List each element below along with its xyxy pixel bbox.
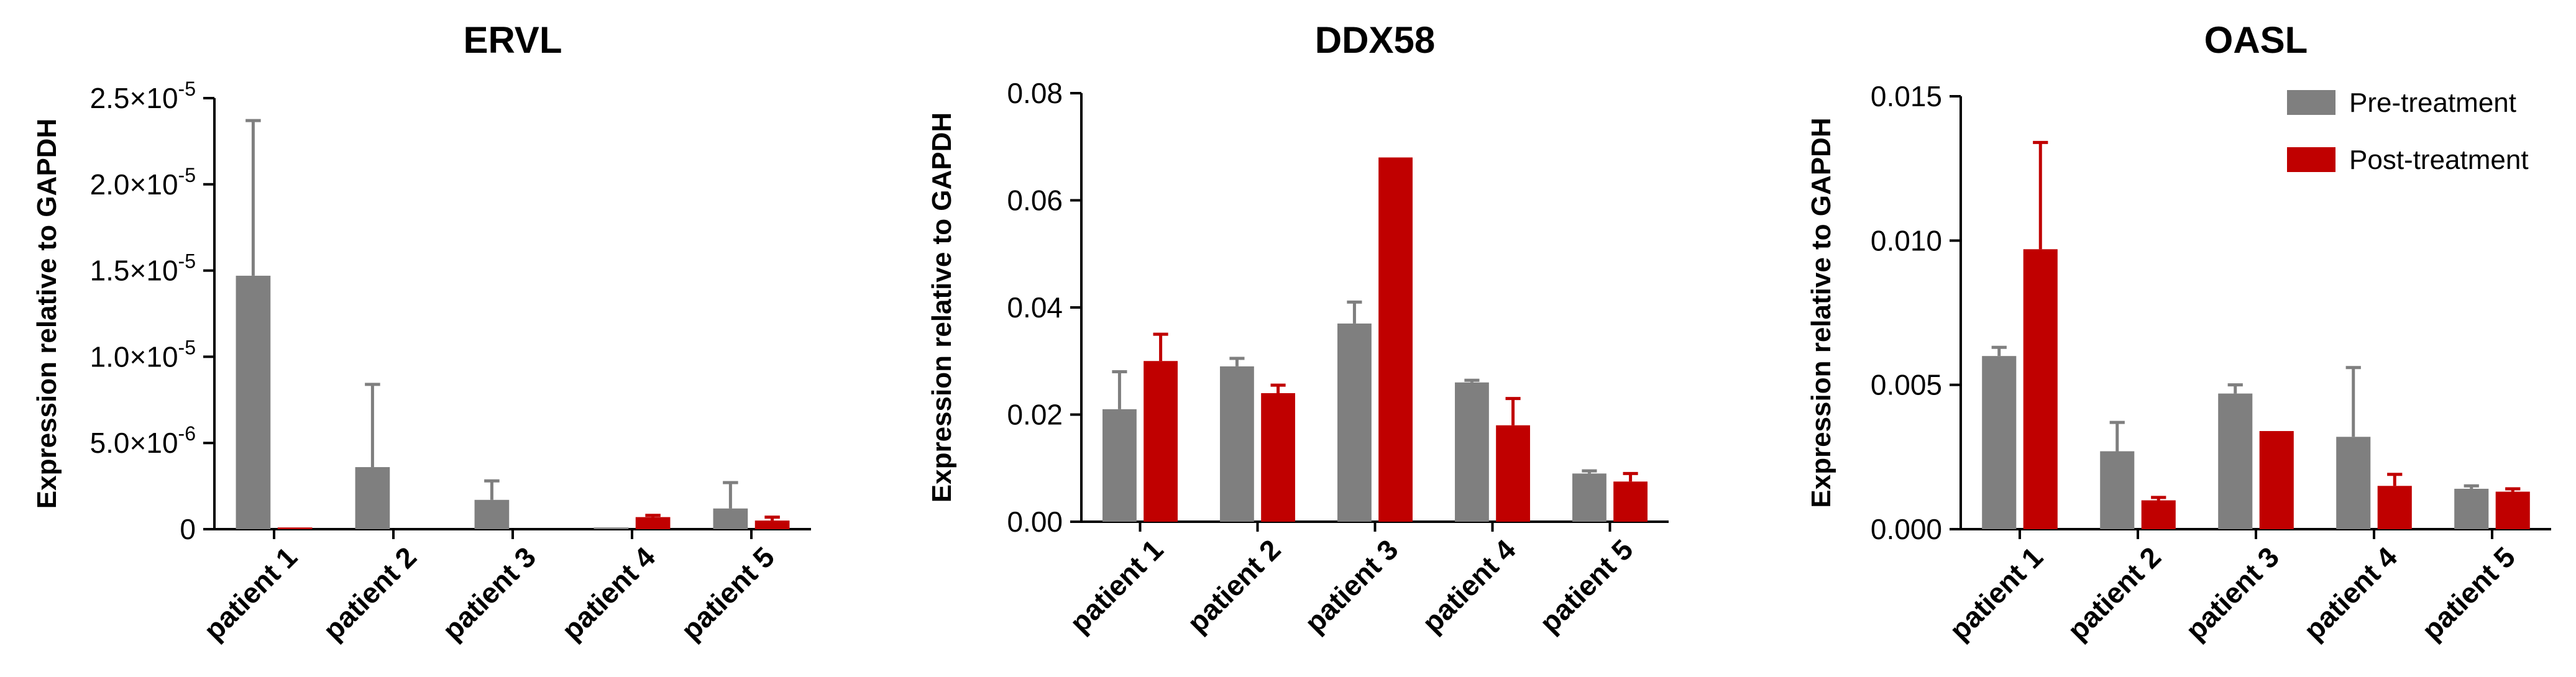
bar-post-patient-1 [1144, 361, 1178, 522]
bar-post-patient-5 [1613, 481, 1648, 522]
y-tick-label: 0 [180, 513, 196, 545]
legend-label-pre: Pre-treatment [2349, 88, 2516, 118]
x-category-label: patient 1 [1063, 533, 1170, 639]
bar-post-patient-4 [2377, 486, 2412, 529]
bar-pre-patient-2 [355, 467, 390, 529]
x-category-label: patient 1 [198, 540, 304, 647]
legend-swatch-post [2287, 147, 2335, 172]
x-category-label: patient 5 [675, 540, 781, 647]
y-axis-label: Expression relative to GAPDH [927, 112, 957, 502]
y-tick-label: 5.0×10-6 [90, 422, 196, 459]
bar-post-patient-5 [754, 520, 790, 529]
y-tick-label: 2.5×10-5 [90, 78, 196, 114]
y-tick-label: 0.00 [1007, 506, 1063, 538]
y-tick-label: 0.005 [1871, 369, 1942, 401]
chart-title: ERVL [464, 19, 562, 61]
x-category-label: patient 2 [317, 540, 423, 647]
bar-post-patient-3 [2259, 431, 2294, 529]
y-tick-label: 0.015 [1871, 80, 1942, 112]
y-tick-label: 0.02 [1007, 399, 1063, 431]
bar-post-patient-2 [2141, 500, 2176, 529]
x-category-label: patient 3 [2180, 540, 2286, 647]
bar-post-patient-1 [277, 527, 313, 529]
legend-label-post: Post-treatment [2349, 145, 2529, 175]
x-category-label: patient 5 [2416, 540, 2522, 647]
bar-pre-patient-4 [2336, 437, 2371, 529]
x-category-label: patient 5 [1533, 533, 1639, 639]
bar-pre-patient-1 [1982, 356, 2017, 529]
y-tick-label: 1.5×10-5 [90, 250, 196, 287]
chart-title: DDX58 [1315, 19, 1435, 61]
bar-post-patient-2 [1261, 393, 1295, 522]
y-tick-label: 2.0×10-5 [90, 164, 196, 201]
bar-pre-patient-1 [236, 275, 271, 529]
y-tick-label: 0.000 [1871, 513, 1942, 545]
x-category-label: patient 3 [1298, 533, 1405, 639]
x-category-label: patient 2 [1181, 533, 1287, 639]
bar-post-patient-1 [2023, 249, 2058, 529]
y-tick-label: 0.010 [1871, 224, 1942, 257]
bar-pre-patient-5 [713, 508, 748, 529]
y-axis-label: Expression relative to GAPDH [1806, 117, 1836, 507]
bar-post-patient-4 [635, 517, 671, 529]
chart-ddx58: DDX58 Expression relative to GAPDH 0.00 0.0… [927, 19, 1669, 639]
bar-post-patient-3 [1378, 157, 1413, 522]
x-category-label: patient 1 [1943, 540, 2050, 647]
x-category-label: patient 2 [2061, 540, 2168, 647]
bar-pre-patient-2 [2100, 451, 2135, 529]
bar-pre-patient-5 [2454, 488, 2489, 529]
chart-ervl: ERVL Expression relative to GAPDH 0 5.0×10-… [32, 19, 811, 647]
bar-pre-patient-1 [1102, 409, 1137, 522]
legend: Pre-treatment Post-treatment [2287, 88, 2529, 175]
bar-pre-patient-5 [1572, 473, 1607, 522]
y-tick-label: 0.08 [1007, 77, 1063, 109]
x-category-label: patient 4 [2298, 540, 2404, 647]
x-category-label: patient 4 [556, 540, 662, 647]
bar-post-patient-5 [2495, 491, 2530, 529]
bar-pre-patient-3 [2218, 393, 2253, 529]
legend-swatch-pre [2287, 90, 2335, 115]
bar-pre-patient-4 [594, 527, 629, 529]
bar-pre-patient-4 [1455, 382, 1489, 522]
x-category-label: patient 4 [1416, 533, 1522, 639]
y-tick-label: 1.0×10-5 [90, 336, 196, 373]
bar-pre-patient-3 [474, 499, 510, 529]
y-tick-label: 0.06 [1007, 184, 1063, 217]
y-axis-label: Expression relative to GAPDH [32, 119, 62, 509]
bar-post-patient-4 [1496, 425, 1530, 522]
x-category-label: patient 3 [436, 540, 543, 647]
chart-title: OASL [2204, 19, 2308, 61]
y-tick-label: 0.04 [1007, 291, 1063, 324]
bar-pre-patient-2 [1220, 366, 1254, 522]
bar-pre-patient-3 [1337, 323, 1372, 522]
